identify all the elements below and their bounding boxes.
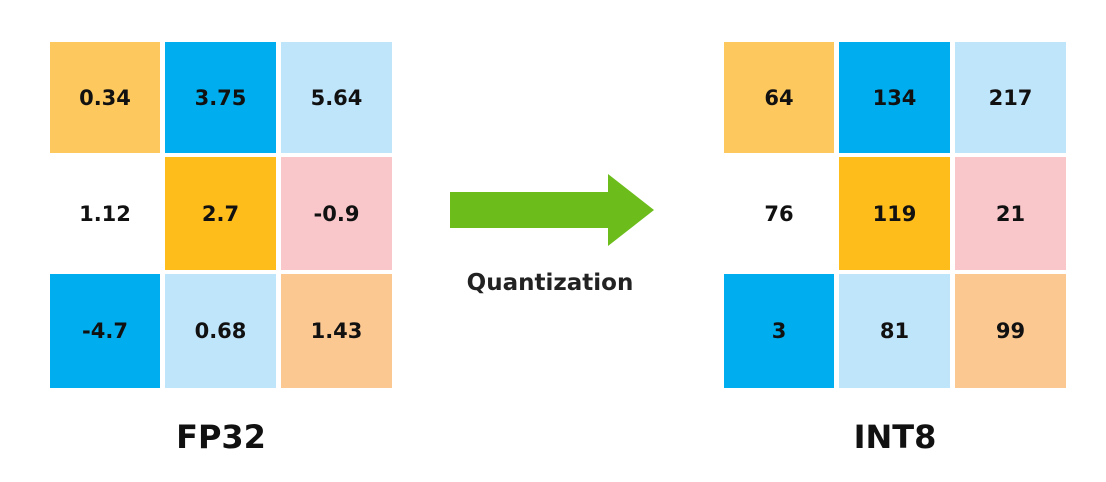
fp32-title: FP32	[176, 418, 266, 456]
cell: 134	[839, 42, 950, 153]
cell: 0.68	[165, 274, 276, 388]
cell: 76	[724, 157, 834, 270]
cell: 64	[724, 42, 834, 153]
cell: 0.34	[50, 42, 160, 153]
cell: 1.12	[50, 157, 160, 270]
int8-title: INT8	[853, 418, 937, 456]
cell: 21	[955, 157, 1066, 270]
cell: 81	[839, 274, 950, 388]
cell: 99	[955, 274, 1066, 388]
cell: 1.43	[281, 274, 392, 388]
cell: 217	[955, 42, 1066, 153]
arrow-label: Quantization	[466, 270, 634, 296]
cell: -4.7	[50, 274, 160, 388]
fp32-grid: 0.34 3.75 5.64 1.12 2.7 -0.9 -4.7 0.68 1…	[50, 42, 392, 390]
arrow	[450, 174, 654, 246]
arrow-shape	[450, 174, 654, 246]
cell: 119	[839, 157, 950, 270]
cell: 3	[724, 274, 834, 388]
cell: 2.7	[165, 157, 276, 270]
cell: -0.9	[281, 157, 392, 270]
int8-grid: 64 134 217 76 119 21 3 81 99	[724, 42, 1066, 390]
cell: 5.64	[281, 42, 392, 153]
cell: 3.75	[165, 42, 276, 153]
